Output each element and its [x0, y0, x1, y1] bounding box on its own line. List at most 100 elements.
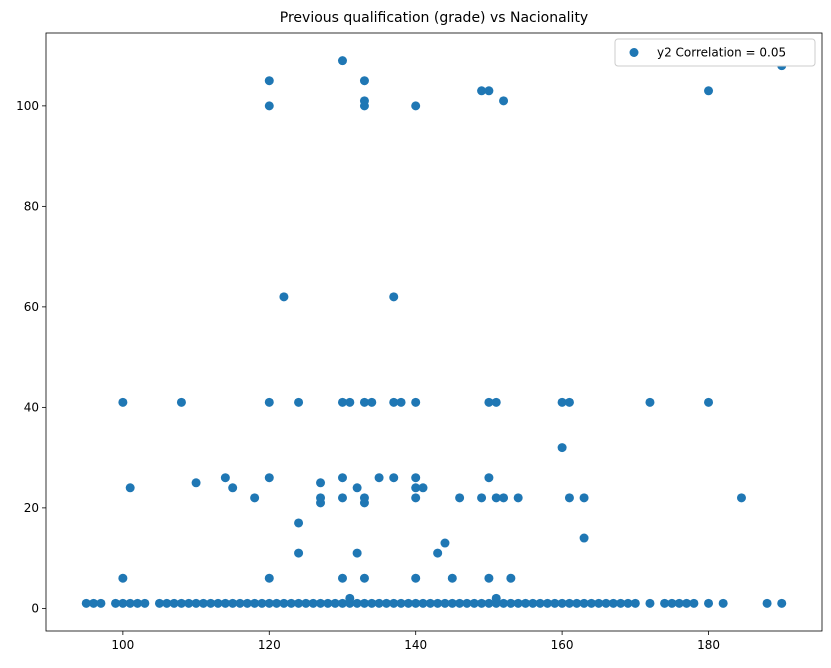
data-point — [228, 598, 238, 608]
y-tick-label: 60 — [24, 300, 39, 314]
data-point — [557, 598, 567, 608]
data-point — [294, 548, 304, 558]
data-point — [389, 473, 399, 483]
data-point — [491, 593, 501, 603]
data-point — [506, 598, 516, 608]
data-point — [440, 538, 450, 548]
x-tick-label: 120 — [258, 638, 281, 652]
data-point — [689, 598, 699, 608]
data-point — [396, 397, 406, 407]
data-point — [337, 397, 347, 407]
data-point — [294, 518, 304, 528]
data-point — [250, 598, 260, 608]
data-point — [579, 598, 589, 608]
legend-marker — [629, 48, 639, 57]
data-point — [389, 292, 399, 302]
data-point — [660, 598, 670, 608]
data-point — [499, 598, 509, 608]
data-point — [359, 573, 369, 583]
data-point — [264, 473, 274, 483]
data-point — [352, 598, 362, 608]
data-point — [316, 493, 326, 503]
data-point — [718, 598, 728, 608]
y-tick-label: 0 — [31, 601, 39, 615]
data-point — [704, 598, 714, 608]
data-point — [704, 397, 714, 407]
data-point — [162, 598, 172, 608]
data-point — [316, 598, 326, 608]
data-point — [206, 598, 216, 608]
data-point — [667, 598, 677, 608]
data-point — [484, 573, 494, 583]
data-point — [704, 86, 714, 96]
data-point — [374, 598, 384, 608]
x-tick-label: 100 — [111, 638, 134, 652]
data-point — [411, 493, 421, 503]
data-point — [198, 598, 208, 608]
data-point — [359, 76, 369, 86]
data-point — [337, 573, 347, 583]
data-point — [513, 493, 523, 503]
data-point — [359, 96, 369, 106]
data-point — [535, 598, 545, 608]
data-point — [352, 483, 362, 493]
x-axis-ticks: 100 120 140 160 180 — [111, 631, 720, 652]
data-point — [118, 598, 128, 608]
data-point — [374, 473, 384, 483]
data-point — [411, 473, 421, 483]
legend-label: y2 Correlation = 0.05 — [657, 46, 786, 60]
data-point — [499, 493, 509, 503]
legend: y2 Correlation = 0.05 — [614, 38, 816, 67]
data-point — [411, 397, 421, 407]
y-tick-label: 100 — [16, 99, 39, 113]
data-point — [220, 598, 230, 608]
data-point — [557, 443, 567, 453]
data-point — [294, 397, 304, 407]
data-point — [367, 598, 377, 608]
data-point — [345, 593, 355, 603]
data-point — [184, 598, 194, 608]
data-point — [272, 598, 282, 608]
data-point — [250, 493, 260, 503]
plot-frame — [45, 32, 823, 632]
data-point — [521, 598, 531, 608]
data-point — [359, 598, 369, 608]
data-point — [316, 478, 326, 488]
y-tick-label: 40 — [24, 400, 39, 414]
data-point — [455, 598, 465, 608]
data-point — [169, 598, 179, 608]
data-point — [279, 598, 289, 608]
data-point — [176, 397, 186, 407]
data-point — [389, 397, 399, 407]
x-tick-label: 140 — [404, 638, 427, 652]
data-point — [447, 573, 457, 583]
data-point — [411, 598, 421, 608]
data-point — [89, 598, 99, 608]
data-point — [337, 473, 347, 483]
data-point — [682, 598, 692, 608]
data-point — [367, 397, 377, 407]
data-point — [81, 598, 91, 608]
data-point — [140, 598, 150, 608]
data-point — [389, 598, 399, 608]
data-point — [477, 493, 487, 503]
y-tick-label: 20 — [24, 501, 39, 515]
data-point — [462, 598, 472, 608]
data-point — [484, 397, 494, 407]
data-point — [264, 598, 274, 608]
data-point — [579, 493, 589, 503]
data-point — [491, 493, 501, 503]
data-point — [286, 598, 296, 608]
data-point — [623, 598, 633, 608]
y-axis-ticks: 0 20 40 60 80 100 — [16, 99, 46, 615]
data-point — [550, 598, 560, 608]
legend-box — [614, 38, 816, 67]
data-point — [433, 598, 443, 608]
data-point — [125, 598, 135, 608]
data-point — [191, 478, 201, 488]
data-point — [228, 483, 238, 493]
data-point — [513, 598, 523, 608]
data-point — [484, 598, 494, 608]
